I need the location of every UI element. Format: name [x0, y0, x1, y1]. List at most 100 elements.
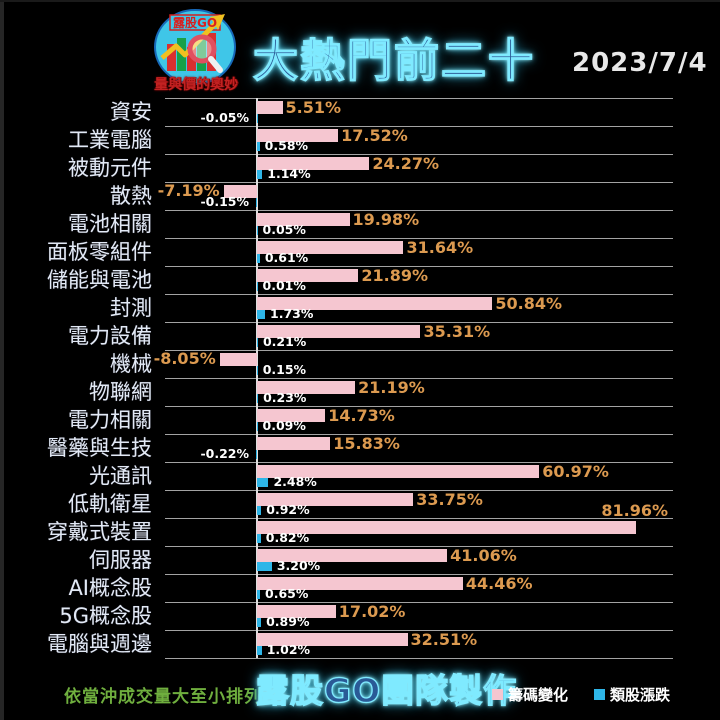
pink-value-label: 81.96% [601, 501, 668, 520]
category-label: 電力相關 [68, 408, 152, 432]
grid-line [165, 630, 673, 631]
blue-value-label: 0.65% [265, 586, 309, 601]
blue-bar [257, 254, 260, 263]
pink-value-label: 35.31% [423, 322, 491, 341]
pink-value-label: 32.51% [410, 630, 478, 649]
screen-edge [0, 0, 4, 720]
blue-bar [256, 198, 257, 207]
pink-bar [257, 633, 408, 646]
category-label: 電力設備 [68, 324, 152, 348]
grid-line [165, 378, 673, 379]
pink-bar [257, 409, 326, 422]
grid-line [165, 406, 673, 407]
pink-value-label: 60.97% [542, 462, 609, 481]
pink-value-label: 17.02% [338, 602, 406, 621]
category-label: 散熱 [110, 184, 152, 208]
grid-line [165, 518, 673, 519]
blue-bar [257, 562, 272, 571]
pink-value-label: 21.89% [361, 266, 428, 285]
pink-bar [257, 549, 448, 562]
pink-bar [257, 605, 336, 618]
blue-value-label: 0.21% [262, 334, 307, 349]
grid-line [165, 546, 673, 547]
grid-line [165, 434, 673, 435]
blue-bar [257, 310, 265, 319]
page-title: 大熱門前二十 [252, 33, 536, 87]
logo-arrow-head [210, 14, 225, 30]
blue-bar [257, 366, 258, 375]
category-label: 電腦與週邊 [47, 632, 152, 656]
category-label: 光通訊 [89, 464, 152, 488]
blue-bar [257, 142, 260, 151]
pink-value-label: 17.52% [341, 126, 408, 145]
pink-bar [257, 269, 359, 282]
logo-text: 露股GO [173, 15, 217, 30]
category-label: AI概念股 [68, 576, 152, 600]
zero-axis [256, 98, 258, 658]
pink-legend-swatch [492, 689, 503, 700]
pink-bar [257, 157, 370, 170]
category-label: 電池相關 [68, 212, 152, 236]
magnifier-icon [187, 34, 217, 64]
pink-value-label: 14.73% [328, 406, 395, 425]
blue-bar [257, 338, 258, 347]
blue-value-label: 0.82% [265, 530, 310, 545]
grid-line [165, 266, 673, 267]
blue-bar [257, 394, 259, 403]
blue-bar [257, 534, 261, 543]
logo-trend-arrow [160, 21, 218, 60]
blue-value-label: 0.61% [264, 250, 309, 265]
category-label: 低軌衛星 [68, 492, 152, 516]
blue-value-label: 0.09% [262, 418, 306, 433]
grid-line [165, 574, 673, 575]
grid-line [165, 602, 673, 603]
grid-line [165, 98, 673, 99]
blue-bar [257, 646, 262, 655]
pink-value-label: 31.64% [406, 238, 474, 257]
pink-value-label: -8.05% [153, 349, 216, 368]
category-label: 面板零組件 [47, 240, 152, 264]
logo-bar [167, 44, 176, 71]
grid-line [165, 350, 673, 351]
pink-value-label: 19.98% [352, 210, 420, 229]
pink-bar [257, 297, 493, 310]
category-label: 資安 [110, 100, 152, 124]
pink-bar [257, 129, 339, 142]
category-label: 機械 [110, 352, 152, 376]
blue-bar [257, 618, 262, 627]
logo-bar [197, 38, 206, 71]
legend-item-blue: 類股漲跌 [594, 684, 670, 705]
pink-value-label: 24.27% [372, 154, 439, 173]
blue-bar [257, 170, 263, 179]
pink-value-label: 33.75% [416, 490, 483, 509]
blue-value-label: 0.58% [264, 138, 309, 153]
screen-edge-top [0, 0, 720, 2]
grid-line [165, 210, 673, 211]
pink-value-label: 44.46% [465, 574, 533, 593]
bar-chart: 資安 5.51% -0.05% 工業電腦 17.52% 0.58% 被動元件 24.27% 1.… [0, 98, 720, 659]
blue-value-label: 0.05% [262, 222, 306, 237]
category-label: 醫藥與生技 [47, 436, 152, 460]
pink-bar [223, 185, 257, 198]
grid-line [165, 238, 673, 239]
pink-bar [257, 493, 414, 506]
pink-bar [257, 325, 421, 338]
legend-label: 類股漲跌 [610, 686, 671, 704]
blue-value-label: 0.89% [266, 614, 310, 629]
grid-line [165, 322, 673, 323]
report-date: 2023/7/4 [572, 48, 708, 78]
pink-value-label: 50.84% [495, 294, 563, 313]
pink-value-label: 5.51% [285, 98, 342, 117]
logo-subtitle: 量與價的奧妙 [154, 77, 238, 93]
blue-value-label: -0.05% [200, 110, 249, 125]
blue-value-label: 0.15% [262, 362, 307, 377]
pink-bar [219, 353, 257, 366]
blue-bar [257, 478, 269, 487]
blue-value-label: 1.14% [267, 166, 311, 181]
grid-line [165, 126, 673, 127]
blue-bar [257, 422, 258, 431]
blue-value-label: 0.23% [263, 390, 307, 405]
pink-value-label: 41.06% [450, 546, 517, 565]
blue-legend-swatch [594, 689, 606, 700]
category-label: 穿戴式裝置 [47, 520, 152, 544]
